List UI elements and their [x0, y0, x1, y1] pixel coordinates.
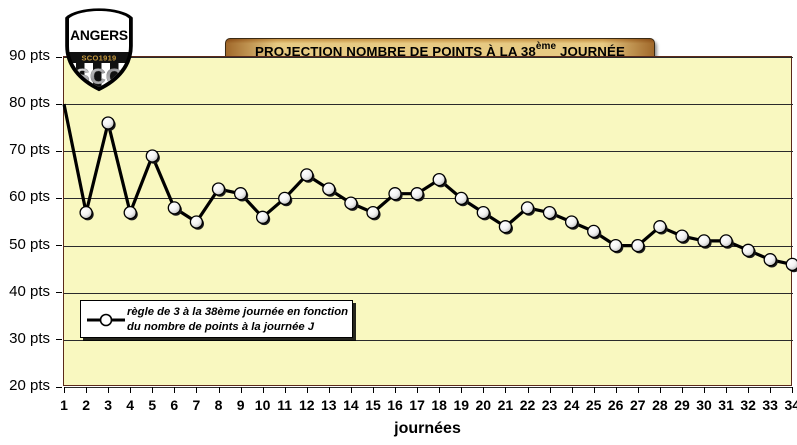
- svg-text:ANGERS: ANGERS: [70, 28, 128, 43]
- svg-text:SCO1919: SCO1919: [81, 54, 116, 63]
